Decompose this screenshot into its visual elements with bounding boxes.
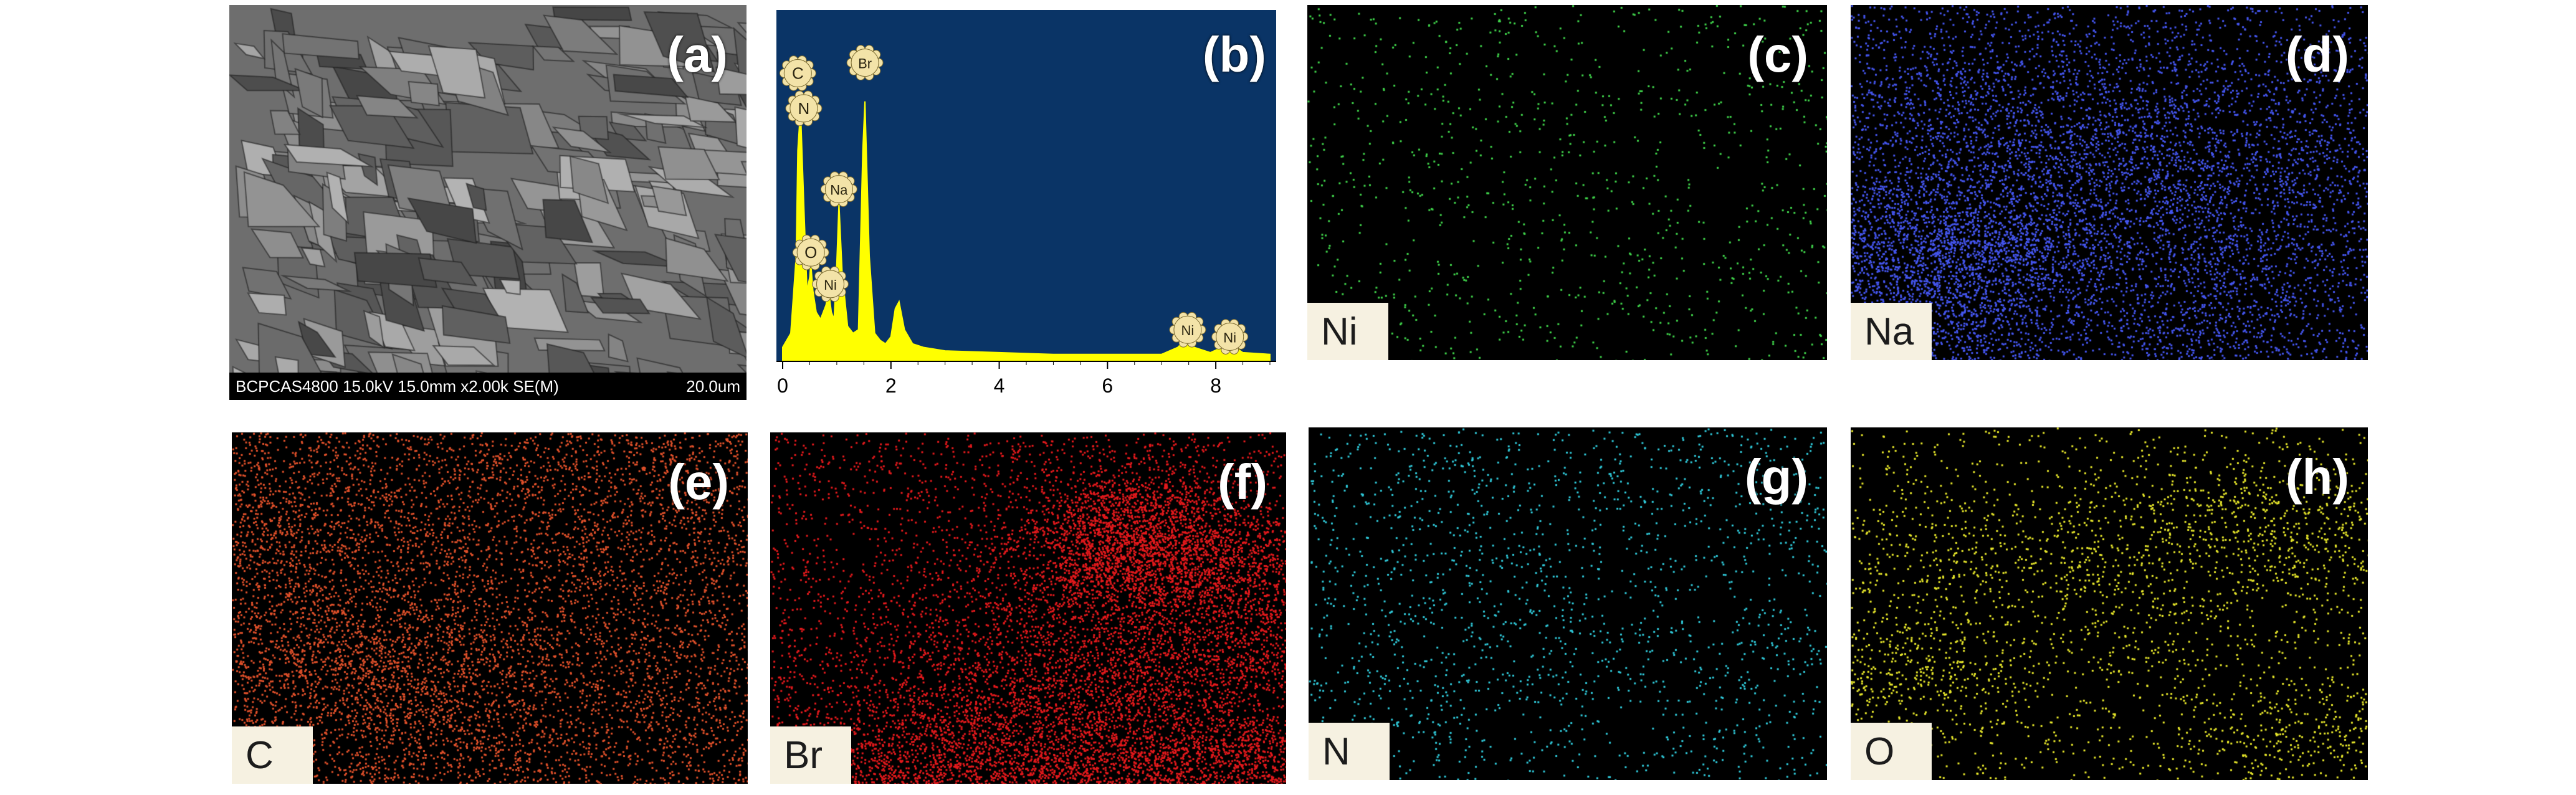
spectrum-series <box>782 101 1271 362</box>
peak-label-c: C <box>779 55 816 91</box>
peak-label-br: Br <box>846 45 884 81</box>
svg-text:Br: Br <box>858 56 872 72</box>
panel-letter-g: (g) <box>1744 449 1808 505</box>
peak-label-ni: Ni <box>1211 319 1249 355</box>
element-map-br: (f) Br <box>770 432 1286 784</box>
dot-map-o <box>1851 427 2368 780</box>
panel-letter-a: (a) <box>667 27 728 82</box>
peak-label-ni: Ni <box>1169 312 1206 348</box>
peak-label-o: O <box>792 234 829 270</box>
element-label-na: Na <box>1851 303 1932 360</box>
x-tick-label: 2 <box>885 374 897 397</box>
x-tick-label: 8 <box>1210 374 1221 397</box>
element-map-ni: (c) Ni <box>1307 5 1827 360</box>
dot-map-na <box>1851 5 2368 360</box>
svg-text:O: O <box>804 243 817 262</box>
svg-text:C: C <box>792 64 804 83</box>
x-tick-label: 6 <box>1102 374 1113 397</box>
element-map-c: (e) C <box>232 432 748 784</box>
dot-map-ni <box>1307 5 1827 360</box>
sem-scale-text: 20.0um <box>686 376 740 396</box>
panel-letter-b: (b) <box>1202 27 1266 82</box>
sem-image-panel: (a) BCPCAS4800 15.0kV 15.0mm x2.00k SE(M… <box>229 5 747 400</box>
element-map-na: (d) Na <box>1851 5 2368 360</box>
dot-map-n <box>1309 427 1827 780</box>
peak-label-ni: Ni <box>811 266 849 302</box>
sem-micrograph <box>229 5 747 373</box>
x-tick-label: 4 <box>994 374 1005 397</box>
dot-map-c <box>232 432 748 784</box>
svg-text:N: N <box>798 99 809 118</box>
panel-letter-d: (d) <box>2285 27 2349 82</box>
panel-letter-c: (c) <box>1747 27 1808 82</box>
element-label-n: N <box>1309 723 1390 780</box>
panel-letter-f: (f) <box>1218 454 1267 510</box>
eds-spectrum-panel: 0 2 4 6 8 C N Br Na O Ni Ni Ni (b) <box>768 5 1285 400</box>
dot-map-br <box>770 432 1286 784</box>
peak-label-na: Na <box>820 171 857 207</box>
x-tick-label: 0 <box>777 374 788 397</box>
element-label-c: C <box>232 726 313 784</box>
element-map-o: (h) O <box>1851 427 2368 780</box>
element-label-br: Br <box>770 726 851 784</box>
svg-text:Ni: Ni <box>1223 330 1236 346</box>
element-map-n: (g) N <box>1309 427 1827 780</box>
eds-spectrum-chart: 0 2 4 6 8 CN Br Na O Ni Ni Ni <box>776 10 1276 397</box>
svg-text:Ni: Ni <box>824 277 837 293</box>
peak-label-n: N <box>785 90 823 126</box>
panel-letter-h: (h) <box>2285 449 2349 505</box>
element-label-o: O <box>1851 723 1932 780</box>
panel-letter-e: (e) <box>668 454 729 510</box>
svg-text:Na: Na <box>830 183 848 198</box>
sem-info-bar: BCPCAS4800 15.0kV 15.0mm x2.00k SE(M) 20… <box>229 373 747 400</box>
sem-info-text: BCPCAS4800 15.0kV 15.0mm x2.00k SE(M) <box>236 376 559 396</box>
element-label-ni: Ni <box>1307 303 1388 360</box>
svg-text:Ni: Ni <box>1181 323 1195 338</box>
